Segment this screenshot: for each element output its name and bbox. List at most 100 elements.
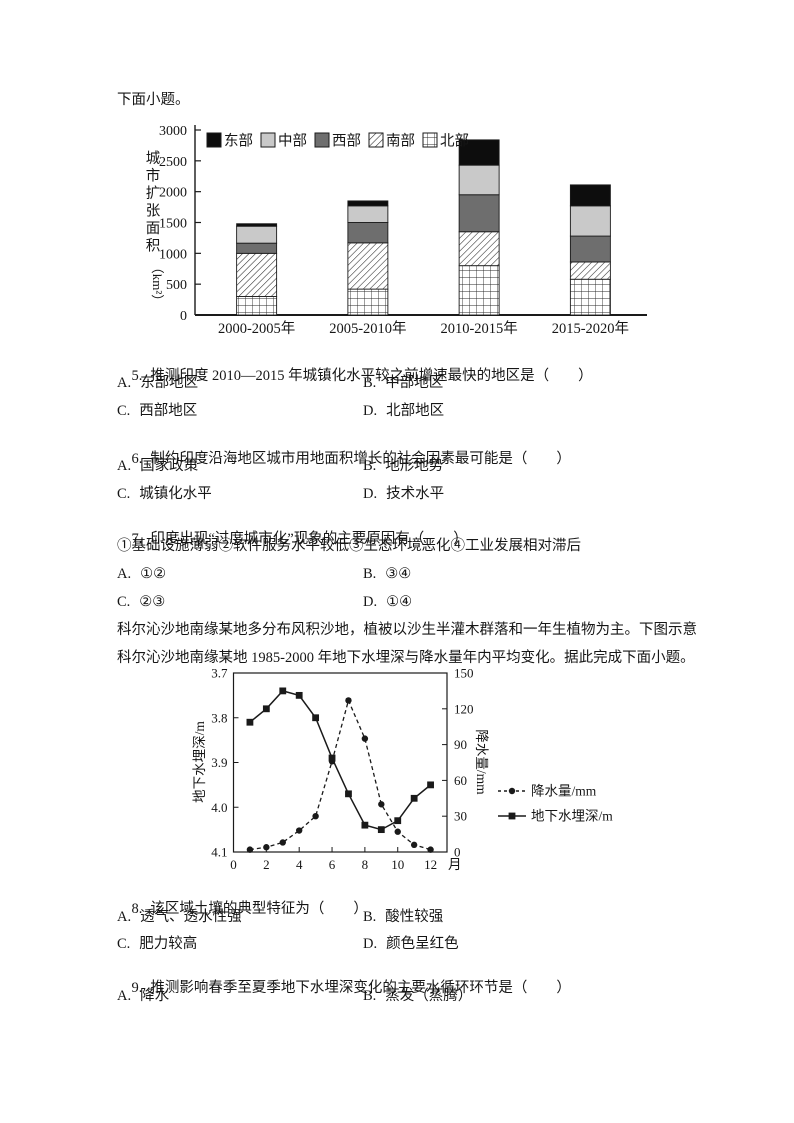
- option-text: ②③: [139, 594, 166, 610]
- right-tick-label: 30: [454, 809, 467, 824]
- line-legend-item-groundwater: 地下水埋深/m: [498, 809, 613, 824]
- legend-marker: [508, 812, 516, 820]
- question-6-options-row-2: C. 城镇化水平 D. 技术水平: [117, 484, 609, 504]
- option-a: A. 透气、透水性强: [117, 907, 363, 927]
- left-tick-label: 4.0: [211, 800, 227, 815]
- option-text: 颜色呈红色: [386, 936, 459, 952]
- option-label: C.: [117, 486, 131, 502]
- x-tick-label: 10: [391, 857, 404, 872]
- question-number: 7.: [131, 531, 143, 547]
- data-point-circle: [361, 735, 369, 742]
- x-tick-label: 6: [329, 857, 336, 872]
- data-point-square: [279, 687, 287, 695]
- option-text: 地形地势: [385, 458, 444, 474]
- bar-y-axis-label-char: 面: [146, 221, 161, 237]
- option-text: 透气、透水性强: [140, 909, 242, 925]
- data-point-square: [394, 817, 402, 825]
- bar-legend-item-中部: 中部: [260, 132, 307, 150]
- option-label: A.: [117, 375, 132, 391]
- question-5-options-row-1: A. 东部地区 B. 中部地区: [117, 373, 609, 393]
- right-tick-label: 120: [454, 701, 474, 716]
- question-text: 推测影响春季至夏季地下水埋深变化的主要水循环环节是（ ）: [150, 980, 571, 996]
- right-tick-label: 90: [454, 737, 467, 752]
- y-tick-label: 2000: [159, 186, 187, 201]
- data-point-square: [410, 794, 418, 802]
- option-c: C. ②③: [117, 592, 363, 612]
- y-tick-label: 2500: [159, 155, 187, 170]
- data-point-square: [295, 691, 303, 699]
- bar-segment-南部: [347, 242, 389, 290]
- x-unit-label: 月: [448, 857, 462, 872]
- option-label: B.: [363, 909, 377, 925]
- data-point-square: [345, 790, 352, 798]
- option-label: C.: [117, 594, 131, 610]
- legend-label: 西部: [332, 133, 361, 150]
- option-text: 蒸发（蒸腾）: [385, 988, 473, 1004]
- question-7-items: ①基础设施薄弱②软件服务水平较低③生态环境恶化④工业发展相对滞后: [117, 538, 581, 554]
- bar-segment-北部: [236, 296, 278, 316]
- legend-label: 降水量/mm: [531, 784, 597, 799]
- question-8-options-row-2: C. 肥力较高 D. 颜色呈红色: [117, 934, 609, 954]
- option-a: A. 降水: [117, 986, 363, 1006]
- question-9: 9. 推测影响春季至夏季地下水埋深变化的主要水循环环节是（ ）: [117, 958, 571, 1018]
- option-b: B. 酸性较强: [363, 907, 609, 927]
- option-label: B.: [363, 988, 377, 1004]
- data-point-square: [427, 781, 434, 789]
- bar-segment-东部: [569, 184, 611, 207]
- option-text: 中部地区: [385, 375, 444, 391]
- x-tick-label: 12: [424, 857, 437, 872]
- option-b: B. 蒸发（蒸腾）: [363, 986, 609, 1006]
- legend-swatch: [314, 132, 330, 148]
- option-label: A.: [117, 566, 132, 582]
- question-5-options-row-2: C. 西部地区 D. 北部地区: [117, 401, 609, 421]
- option-label: D.: [363, 594, 378, 610]
- option-label: B.: [363, 566, 377, 582]
- data-point-square: [312, 714, 320, 722]
- option-text: 东部地区: [140, 375, 199, 391]
- left-tick-label: 3.7: [211, 666, 228, 681]
- bar-legend-item-西部: 西部: [314, 132, 361, 150]
- left-tick-label: 4.1: [211, 845, 227, 860]
- option-b: B. 地形地势: [363, 456, 609, 476]
- bar-segment-北部: [569, 278, 611, 316]
- bar-y-axis-label-char: 市: [146, 168, 161, 185]
- reading-passage: 科尔沁沙地南缘某地多分布风积沙地，植被以沙生半灌木群落和一年生植物为主。下图示意…: [117, 617, 717, 672]
- option-text: ①④: [386, 594, 413, 610]
- data-point-circle: [246, 846, 254, 853]
- option-d: D. ①④: [363, 592, 609, 612]
- question-6: 6. 制约印度沿海地区城市用地面积增长的社会因素最可能是（ ）: [117, 429, 571, 489]
- x-tick-label: 8: [362, 857, 369, 872]
- legend-swatch: [206, 132, 222, 148]
- bar-segment-南部: [569, 261, 611, 280]
- bar-segment-东部: [347, 200, 389, 207]
- data-point-square: [262, 705, 270, 713]
- option-label: A.: [117, 988, 132, 1004]
- question-number: 5.: [131, 368, 143, 384]
- bar-segment-西部: [458, 194, 500, 233]
- option-label: D.: [363, 936, 378, 952]
- bar-category-label: 2015-2020年: [552, 320, 629, 336]
- series-line-groundwater: [249, 690, 432, 831]
- right-tick-label: 0: [454, 845, 461, 860]
- data-point-square: [361, 821, 369, 829]
- option-d: D. 北部地区: [363, 401, 609, 421]
- bar-segment-东部: [458, 139, 500, 166]
- bar-segment-南部: [458, 231, 500, 267]
- bar-segment-北部: [347, 288, 389, 316]
- passage-line-2: 科尔沁沙地南缘某地 1985-2000 年地下水埋深与降水量年内平均变化。据此完…: [117, 649, 695, 666]
- data-point-square: [328, 754, 336, 762]
- x-tick-label: 0: [230, 857, 237, 872]
- bar-segment-西部: [236, 242, 278, 254]
- left-tick-label: 3.8: [211, 710, 227, 725]
- data-point-circle: [378, 801, 385, 808]
- option-text: ③④: [385, 566, 412, 582]
- bar-category-label: 2005-2010年: [329, 320, 406, 336]
- legend-label: 东部: [224, 133, 253, 150]
- option-a: A. ①②: [117, 564, 363, 584]
- question-text: 推测印度 2010—2015 年城镇化水平较之前增速最快的地区是（ ）: [150, 368, 593, 384]
- option-text: 技术水平: [386, 486, 445, 502]
- question-text: 制约印度沿海地区城市用地面积增长的社会因素最可能是（ ）: [150, 451, 571, 467]
- option-label: A.: [117, 458, 132, 474]
- bar-category-label: 2000-2005年: [218, 320, 295, 336]
